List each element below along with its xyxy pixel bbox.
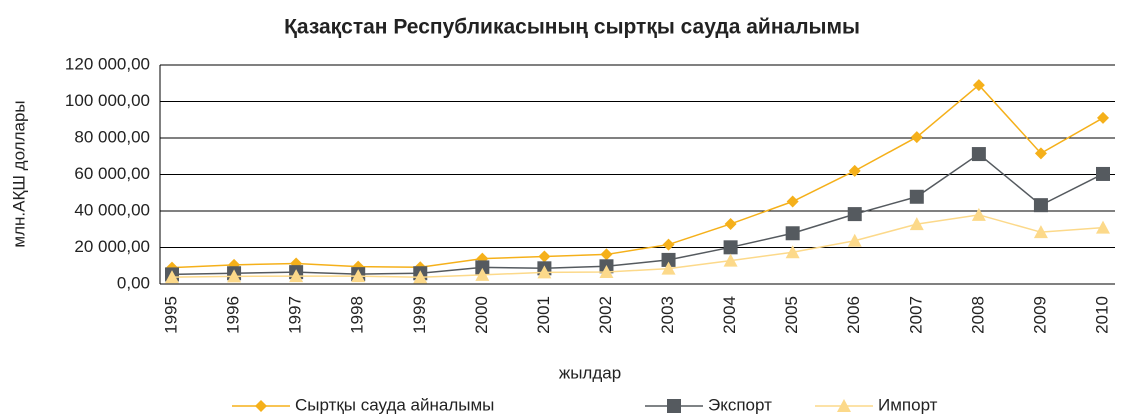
marker-square — [1033, 198, 1048, 213]
marker-triangle — [1096, 220, 1110, 234]
x-tick-label: 2004 — [720, 296, 739, 334]
marker-square — [971, 147, 986, 162]
marker-diamond — [724, 217, 737, 230]
marker-diamond — [1034, 147, 1047, 160]
marker-triangle — [847, 233, 862, 247]
marker-triangle — [599, 264, 614, 278]
marker-diamond — [662, 238, 675, 251]
marker-triangle — [351, 269, 366, 283]
marker-diamond — [1097, 111, 1109, 124]
x-tick-label: 1999 — [410, 296, 429, 334]
x-tick-label: 2005 — [782, 296, 801, 334]
series-line — [171, 214, 1104, 278]
series-line — [171, 84, 1104, 269]
y-axis-title: млн.АҚШ доллары — [9, 100, 28, 247]
marker-triangle — [909, 217, 924, 231]
y-tick-label: 80 000,00 — [74, 127, 150, 146]
marker-square — [475, 260, 490, 275]
x-tick-label: 2010 — [1092, 296, 1111, 334]
y-tick-label: 60 000,00 — [74, 164, 150, 183]
marker-triangle — [413, 270, 428, 284]
marker-square — [667, 399, 681, 413]
x-tick-label: 2009 — [1030, 296, 1049, 334]
x-tick-label: 2001 — [534, 296, 553, 334]
legend-label: Импорт — [878, 395, 938, 414]
marker-square — [847, 207, 862, 222]
marker-triangle — [661, 261, 676, 275]
x-axis-title: жылдар — [559, 363, 621, 382]
marker-triangle — [837, 399, 851, 412]
x-tick-label: 1996 — [224, 296, 243, 334]
x-tick-label: 2003 — [658, 296, 677, 334]
legend-label: Экспорт — [708, 395, 772, 414]
x-tick-label: 2007 — [906, 296, 925, 334]
marker-square — [1096, 166, 1110, 181]
x-tick-label: 2002 — [596, 296, 615, 334]
marker-square — [909, 189, 924, 204]
marker-triangle — [475, 267, 490, 281]
marker-triangle — [1033, 225, 1048, 239]
marker-square — [785, 226, 800, 241]
marker-diamond — [848, 164, 861, 177]
marker-triangle — [971, 207, 986, 221]
x-tick-label: 1995 — [161, 296, 180, 334]
legend-label: Сыртқы сауда айналымы — [295, 395, 494, 414]
x-tick-label: 1998 — [348, 296, 367, 334]
marker-square — [661, 252, 676, 267]
marker-square — [723, 240, 738, 255]
marker-triangle — [227, 269, 242, 283]
x-tick-label: 1997 — [286, 296, 305, 334]
x-tick-label: 2008 — [968, 296, 987, 334]
marker-diamond — [255, 400, 267, 412]
y-tick-label: 0,00 — [117, 273, 150, 292]
marker-triangle — [289, 269, 304, 283]
series-line — [171, 153, 1104, 276]
marker-triangle — [723, 253, 738, 267]
marker-diamond — [786, 195, 799, 208]
y-tick-label: 20 000,00 — [74, 237, 150, 256]
x-tick-label: 2006 — [844, 296, 863, 334]
y-tick-label: 120 000,00 — [65, 54, 150, 73]
marker-diamond — [538, 250, 551, 263]
y-tick-label: 100 000,00 — [65, 91, 150, 110]
x-tick-label: 2000 — [472, 296, 491, 334]
marker-diamond — [910, 131, 923, 144]
marker-diamond — [600, 248, 613, 261]
marker-triangle — [165, 270, 179, 284]
marker-diamond — [972, 79, 985, 92]
marker-triangle — [537, 265, 552, 279]
chart-title: Қазақстан Республикасының сыртқы сауда а… — [284, 16, 860, 39]
y-tick-label: 40 000,00 — [74, 200, 150, 219]
marker-triangle — [785, 245, 800, 259]
